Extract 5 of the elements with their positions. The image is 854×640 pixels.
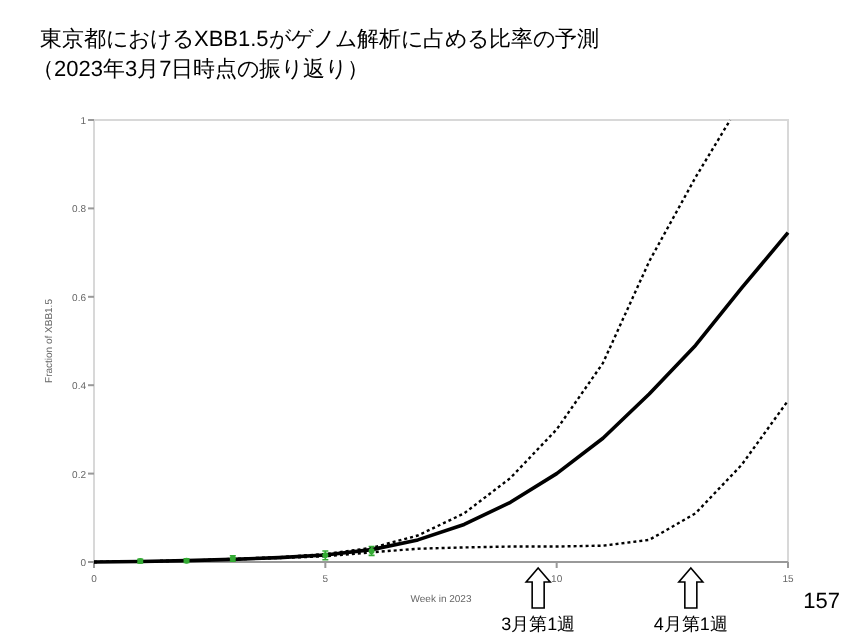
text: 157 bbox=[803, 590, 840, 614]
chart-title: 東京都におけるXBB1.5がゲノム解析に占める比率の予測 bbox=[40, 26, 599, 52]
chart-subtitle: （2023年3月7日時点の振り返り） bbox=[32, 56, 370, 82]
text: 3月第1週 bbox=[501, 614, 576, 634]
text: 4月第1週 bbox=[653, 614, 728, 634]
